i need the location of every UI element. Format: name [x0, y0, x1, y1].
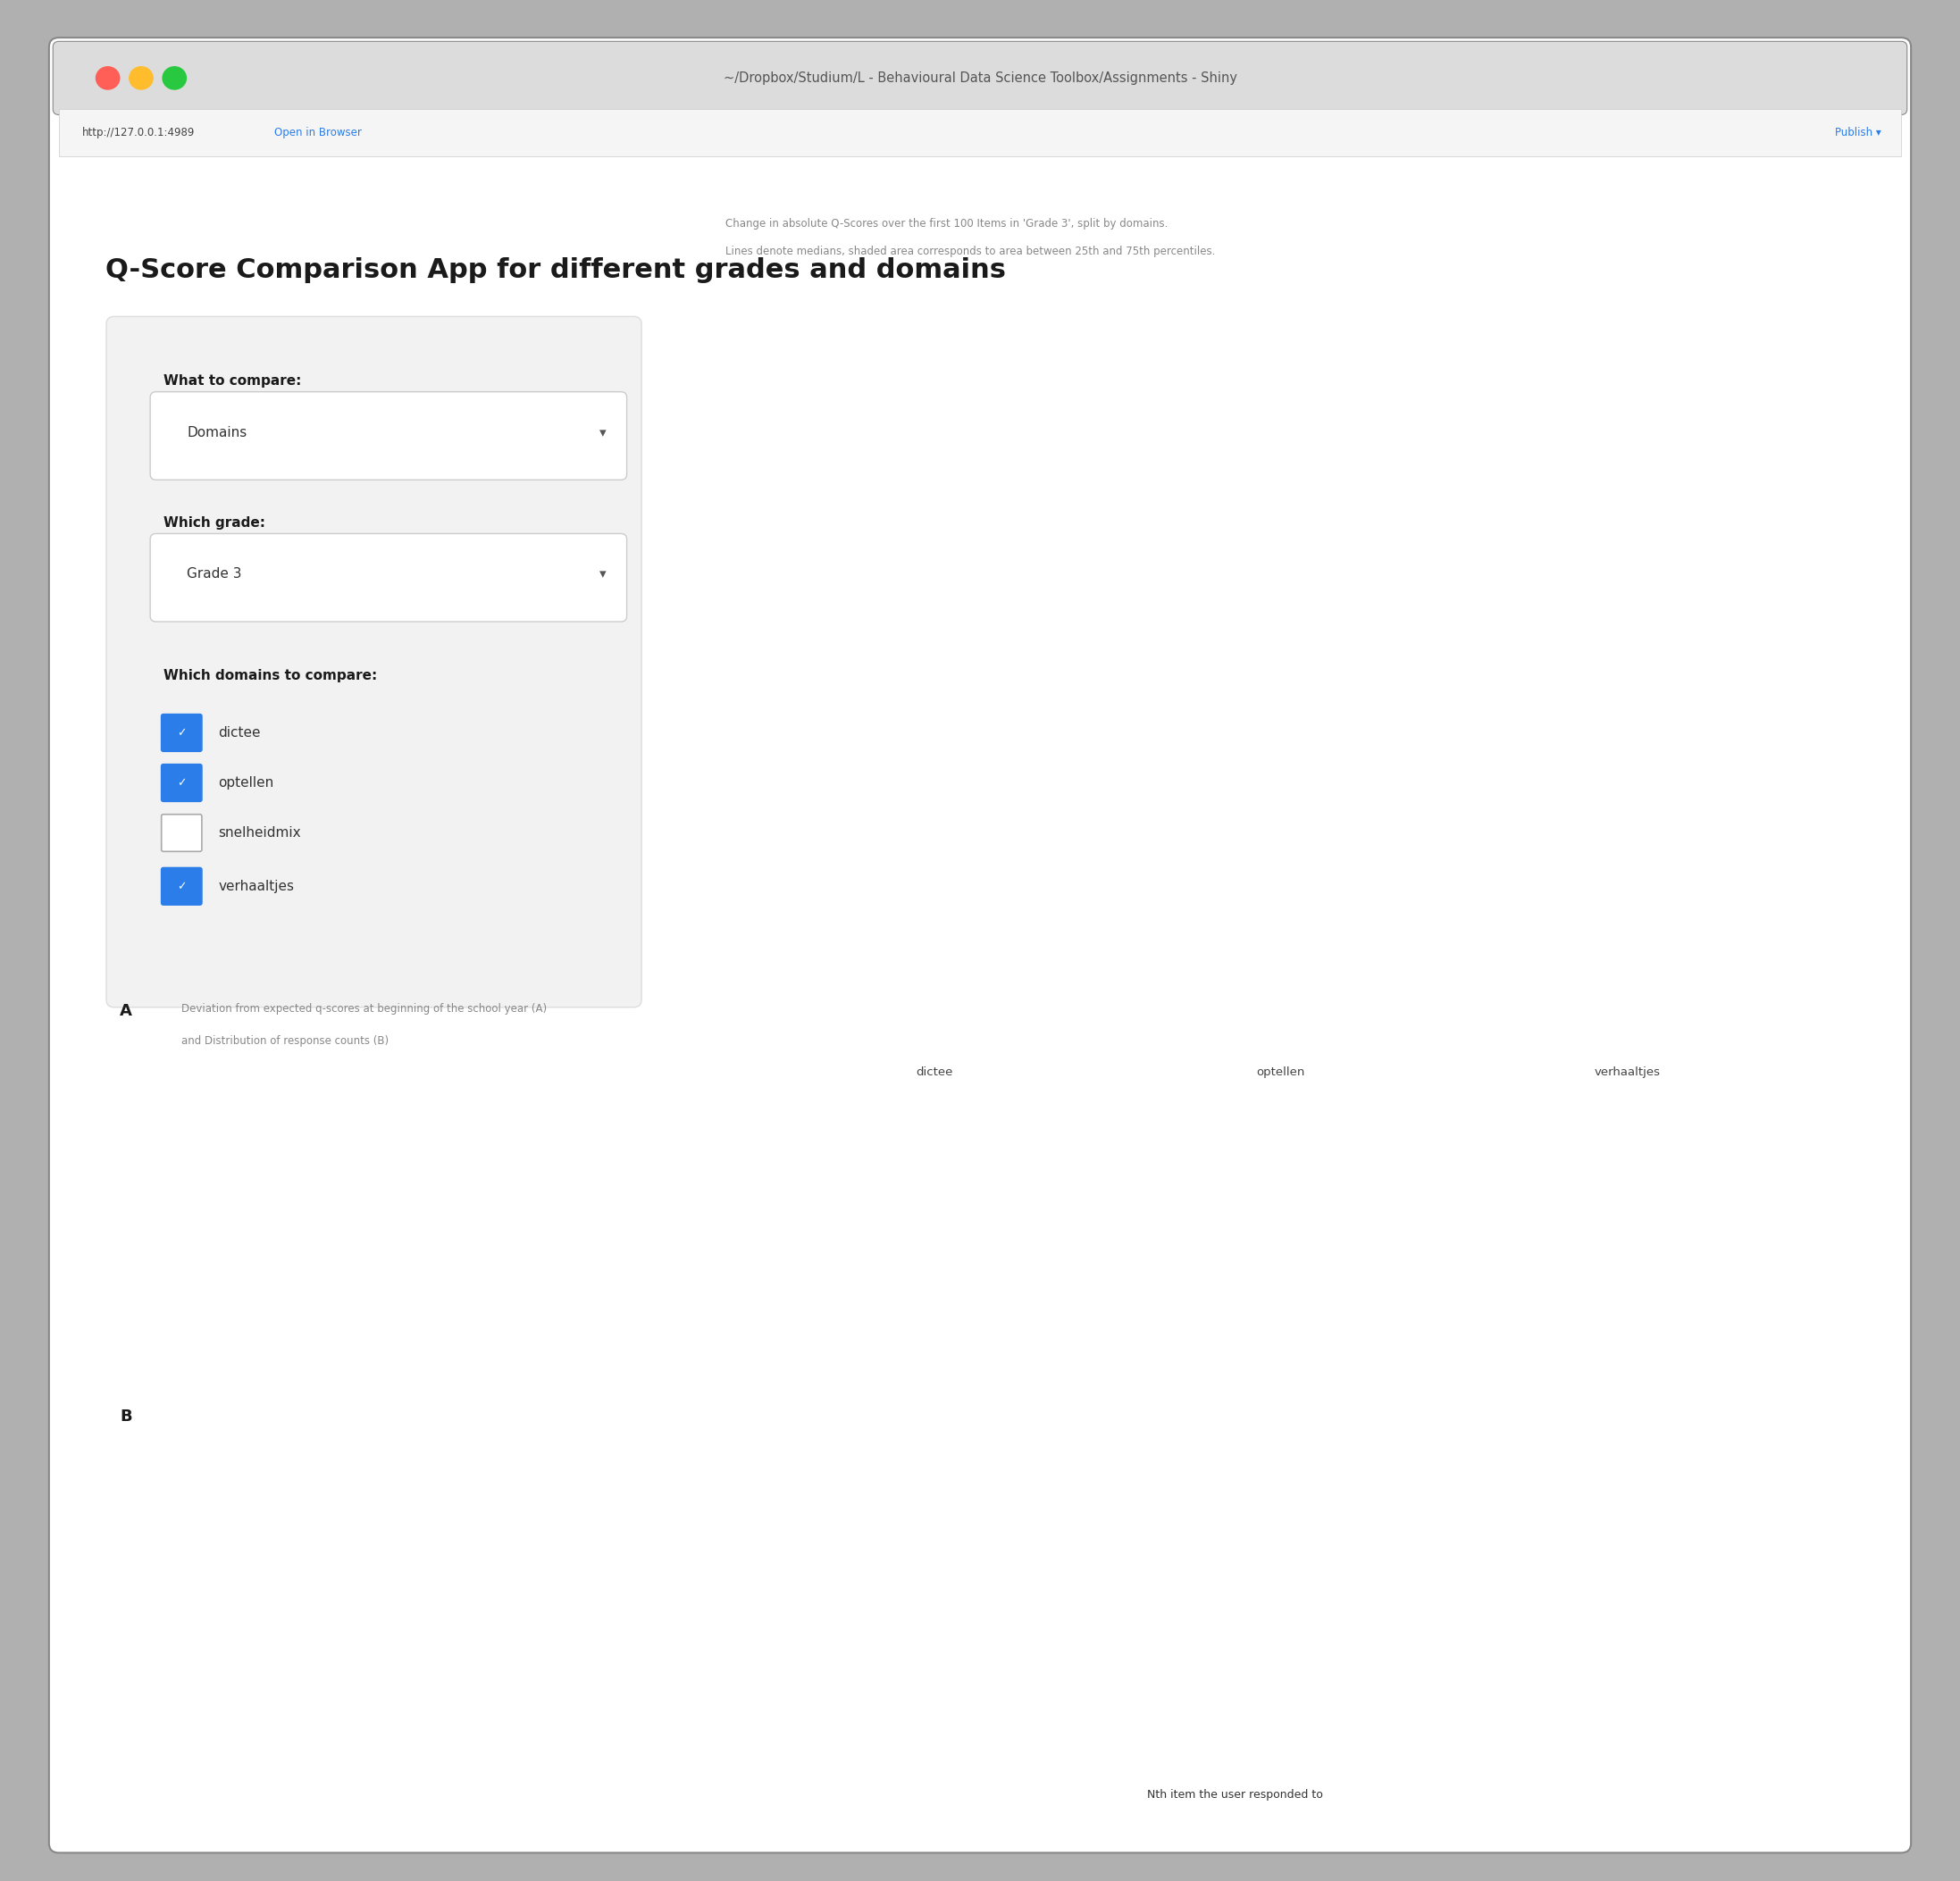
Bar [966, 1593, 992, 1734]
Text: Nth item the user responded to: Nth item the user responded to [1147, 1789, 1323, 1800]
Bar [811, 1542, 837, 1734]
Text: ✓: ✓ [176, 880, 186, 892]
Y-axis label: Count: Count [670, 1573, 680, 1603]
Text: ▾: ▾ [600, 568, 606, 581]
Y-axis label: Q-Score: Grade adjusted ability measure: Q-Score: Grade adjusted ability measure [670, 510, 682, 739]
Bar [1695, 1531, 1721, 1734]
Bar [1478, 1507, 1505, 1734]
Text: Q-Score Comparison App for different grades and domains: Q-Score Comparison App for different gra… [106, 258, 1005, 284]
Text: verhaaltjes: verhaaltjes [218, 880, 294, 893]
Text: Which grade:: Which grade: [163, 515, 265, 529]
Bar [1541, 1516, 1566, 1734]
Bar [1727, 1535, 1752, 1734]
Text: A: A [120, 1003, 131, 1020]
Bar [1027, 1614, 1054, 1734]
Text: Deviation from expected q-scores at beginning of the school year (A): Deviation from expected q-scores at begi… [182, 1003, 547, 1014]
Bar [1192, 1597, 1219, 1734]
Text: dictee: dictee [915, 1067, 953, 1078]
Bar [1601, 1524, 1629, 1734]
Text: dictee: dictee [218, 726, 261, 739]
Text: ✓: ✓ [176, 726, 186, 739]
Bar [1417, 1486, 1443, 1734]
Title: Q-Scores over the first 100 Items in 'Grade 3': Q-Scores over the first 100 Items in 'Gr… [1072, 226, 1452, 243]
Bar [935, 1586, 960, 1734]
Bar [1254, 1582, 1280, 1734]
Bar [1347, 1580, 1374, 1734]
Bar [904, 1578, 931, 1734]
Text: Grade 3: Grade 3 [186, 568, 241, 581]
Bar [1068, 1623, 1094, 1734]
Text: ~/Dropbox/Studium/L - Behavioural Data Science Toolbox/Assignments - Shiny: ~/Dropbox/Studium/L - Behavioural Data S… [723, 71, 1237, 85]
Text: Open in Browser: Open in Browser [274, 126, 363, 139]
Text: snelheidmix: snelheidmix [218, 826, 300, 839]
Text: optellen: optellen [1256, 1067, 1305, 1078]
Text: optellen: optellen [218, 777, 274, 790]
Text: ▾: ▾ [600, 425, 606, 438]
Bar [717, 1478, 745, 1734]
Text: and Distribution of response counts (B): and Distribution of response counts (B) [182, 1035, 388, 1046]
Bar [780, 1527, 806, 1734]
Y-axis label: Q-Score Deviation: Q-Score Deviation [668, 1189, 678, 1279]
Bar [1633, 1525, 1660, 1734]
Text: Change in absolute Q-Scores over the first 100 Items in 'Grade 3', split by doma: Change in absolute Q-Scores over the fir… [725, 218, 1168, 229]
Text: dictee: dictee [1831, 512, 1868, 523]
Text: optellen: optellen [1831, 617, 1880, 628]
Text: Publish ▾: Publish ▾ [1835, 126, 1882, 139]
Bar [998, 1601, 1023, 1734]
Text: verhaaltjes: verhaaltjes [1831, 901, 1897, 912]
Text: B: B [120, 1409, 131, 1424]
Bar [1286, 1576, 1311, 1734]
Bar [1223, 1589, 1249, 1734]
Bar [749, 1497, 776, 1734]
Bar [1446, 1499, 1474, 1734]
Text: http://127.0.0.1:4989: http://127.0.0.1:4989 [82, 126, 196, 139]
Bar [872, 1571, 900, 1734]
Text: verhaaltjes: verhaaltjes [1593, 1067, 1660, 1078]
Text: ✓: ✓ [176, 777, 186, 788]
Bar [1315, 1573, 1343, 1734]
Bar [1131, 1610, 1156, 1734]
Bar [1378, 1573, 1403, 1734]
Text: Which domains to compare:: Which domains to compare: [163, 670, 376, 683]
Bar [843, 1556, 868, 1734]
Text: Lines denote medians, shaded area corresponds to area between 25th and 75th perc: Lines denote medians, shaded area corres… [725, 246, 1215, 258]
X-axis label: Nth item the user responded to: Nth item the user responded to [1168, 969, 1356, 980]
Bar [1509, 1516, 1535, 1734]
Text: What to compare:: What to compare: [163, 374, 302, 387]
Bar [1664, 1527, 1690, 1734]
Text: Domains: Domains [186, 425, 247, 438]
Bar [1160, 1604, 1188, 1734]
Bar [1100, 1618, 1125, 1734]
Bar [1572, 1520, 1597, 1734]
